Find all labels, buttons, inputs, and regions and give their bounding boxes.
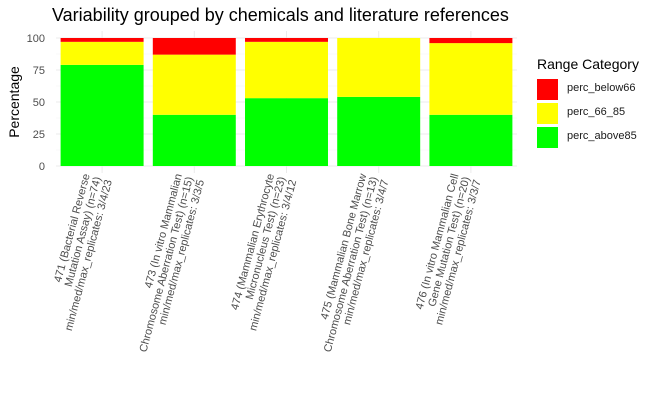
legend-label: perc_66_85 [567,106,626,118]
legend-swatch [537,103,558,124]
svg-text:475 (Mammalian Bone MarrowChro: 475 (Mammalian Bone MarrowChromosome Abe… [311,172,392,356]
svg-text:473 (In vitro MammalianChromos: 473 (In vitro MammalianChromosome Aberra… [126,172,207,356]
y-tick-label: 25 [33,129,45,141]
y-tick-label: 0 [39,161,45,173]
y-tick-label: 75 [33,65,45,77]
x-tick-label: 476 (In vitro Mammalian CellGene Mutatio… [411,172,484,326]
bar-perc_above85 [152,114,236,166]
x-tick-label: 475 (Mammalian Bone MarrowChromosome Abe… [311,172,392,356]
legend-label: perc_below66 [567,82,636,94]
y-axis-label: Percentage [6,66,22,138]
bar-perc_below66 [245,38,328,42]
bar-perc_66_85 [152,54,236,115]
svg-text:471 (Bacterial ReverseMutation: 471 (Bacterial ReverseMutation Assay) (n… [41,172,115,332]
legend-title: Range Category [537,56,639,72]
chart-title: Variability grouped by chemicals and lit… [52,5,509,25]
bar-perc_66_85 [245,41,328,99]
y-tick-label: 100 [27,33,45,45]
bar-perc_above85 [60,64,144,166]
bar-perc_66_85 [60,41,144,65]
legend-swatch [537,127,558,148]
bar-perc_66_85 [337,38,421,97]
x-tick-label: 471 (Bacterial ReverseMutation Assay) (n… [41,172,115,332]
bar-perc_above85 [429,114,513,166]
bar-perc_below66 [152,38,236,55]
legend-swatch [537,79,558,100]
bar-perc_above85 [245,98,328,166]
bar-perc_below66 [60,38,144,42]
svg-text:474 (Mammalian ErythrocyteMicr: 474 (Mammalian ErythrocyteMicronucleus T… [225,172,299,332]
bar-perc_above85 [337,96,421,166]
svg-text:476 (In vitro Mammalian CellGe: 476 (In vitro Mammalian CellGene Mutatio… [411,172,484,326]
bar-perc_below66 [429,38,513,44]
y-tick-label: 50 [33,97,45,109]
legend-label: perc_above85 [567,130,637,142]
x-tick-label: 474 (Mammalian ErythrocyteMicronucleus T… [225,172,299,332]
bar-perc_66_85 [429,43,513,115]
x-tick-label: 473 (In vitro MammalianChromosome Aberra… [126,172,208,356]
